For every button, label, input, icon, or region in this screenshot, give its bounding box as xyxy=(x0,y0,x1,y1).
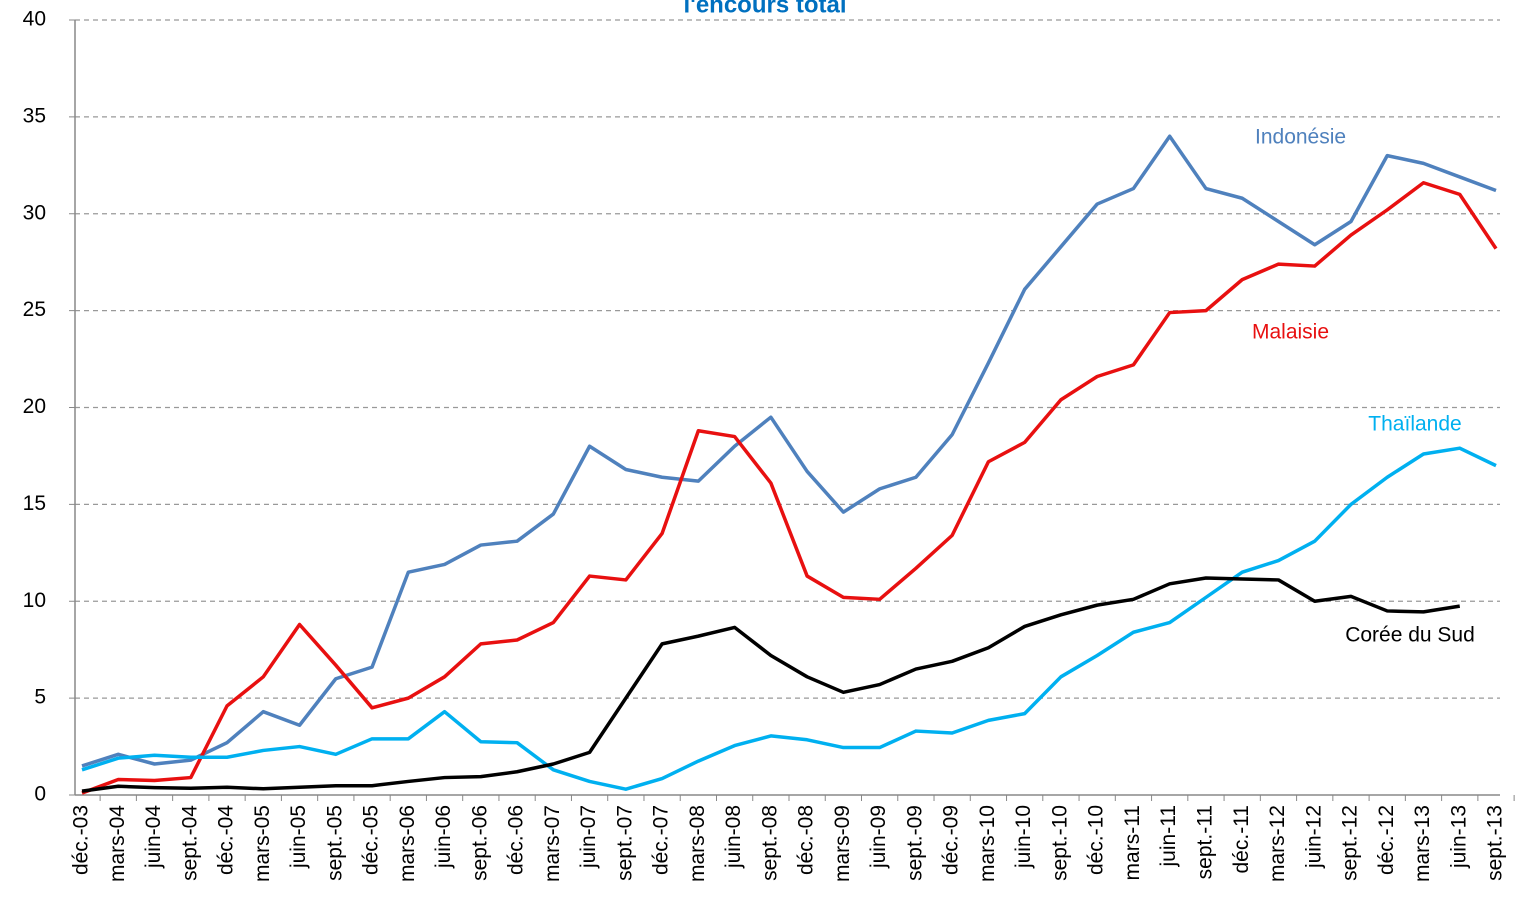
x-tick-label: juin-10 xyxy=(1012,805,1035,869)
x-tick-label: sept.-09 xyxy=(903,805,926,881)
x-tick-label: juin-12 xyxy=(1302,805,1325,869)
x-tick-label: déc.-08 xyxy=(795,805,818,875)
x-tick-label: juin-11 xyxy=(1157,805,1180,867)
series-label: Corée du Sud xyxy=(1345,624,1475,647)
x-tick-label: déc.-09 xyxy=(940,805,963,875)
x-tick-label: mars-10 xyxy=(976,805,999,882)
x-tick-label: déc.-10 xyxy=(1085,805,1108,875)
x-tick-label: mars-05 xyxy=(251,805,274,882)
x-tick-label: déc.-05 xyxy=(360,805,383,875)
x-tick-label: juin-07 xyxy=(577,805,600,869)
x-tick-label: déc.-04 xyxy=(215,805,238,875)
x-tick-label: mars-12 xyxy=(1266,805,1289,882)
x-tick-label: déc.-03 xyxy=(70,805,93,875)
y-tick-label: 25 xyxy=(23,298,46,321)
chart-title: l'encours total xyxy=(683,0,846,18)
x-tick-label: sept.-08 xyxy=(758,805,781,881)
y-tick-label: 30 xyxy=(23,201,46,224)
x-tick-label: mars-06 xyxy=(396,805,419,882)
x-tick-label: déc.-12 xyxy=(1375,805,1398,875)
x-tick-label: déc.-07 xyxy=(650,805,673,875)
x-tick-label: sept.-07 xyxy=(613,805,636,881)
series-label: Malaisie xyxy=(1252,321,1329,344)
x-tick-label: sept.-12 xyxy=(1339,805,1362,881)
series-label: Indonésie xyxy=(1255,126,1346,149)
y-tick-label: 5 xyxy=(34,686,46,709)
x-tick-label: mars-13 xyxy=(1411,805,1434,882)
x-tick-label: sept.-04 xyxy=(178,805,201,881)
y-tick-label: 10 xyxy=(23,589,46,612)
y-tick-label: 0 xyxy=(34,783,46,806)
x-tick-label: mars-09 xyxy=(831,805,854,882)
x-tick-label: sept.-05 xyxy=(323,805,346,881)
series-line xyxy=(81,576,1461,793)
series-line xyxy=(81,134,1497,768)
series-line xyxy=(81,446,1497,791)
x-tick-label: mars-11 xyxy=(1121,805,1144,880)
y-tick-label: 20 xyxy=(23,395,46,418)
y-tick-label: 15 xyxy=(23,492,46,515)
x-tick-label: juin-09 xyxy=(867,805,890,869)
y-tick-label: 35 xyxy=(23,104,46,127)
x-tick-label: sept.-13 xyxy=(1484,805,1507,881)
x-tick-label: sept.-10 xyxy=(1048,805,1071,881)
x-tick-label: déc.-06 xyxy=(505,805,528,875)
x-tick-label: déc.-11 xyxy=(1230,805,1253,874)
x-tick-label: juin-08 xyxy=(722,805,745,869)
x-tick-label: mars-04 xyxy=(106,805,129,882)
x-tick-label: sept.-11 xyxy=(1193,805,1216,879)
x-tick-label: juin-05 xyxy=(287,805,310,869)
x-tick-label: juin-04 xyxy=(142,805,165,869)
x-tick-label: mars-08 xyxy=(686,805,709,882)
y-tick-label: 40 xyxy=(23,8,46,31)
x-tick-label: mars-07 xyxy=(541,805,564,882)
series-line xyxy=(81,181,1498,795)
x-tick-label: juin-13 xyxy=(1447,805,1470,869)
x-tick-label: sept.-06 xyxy=(468,805,491,881)
x-tick-label: juin-06 xyxy=(432,805,455,869)
series-label: Thaïlande xyxy=(1368,413,1461,436)
